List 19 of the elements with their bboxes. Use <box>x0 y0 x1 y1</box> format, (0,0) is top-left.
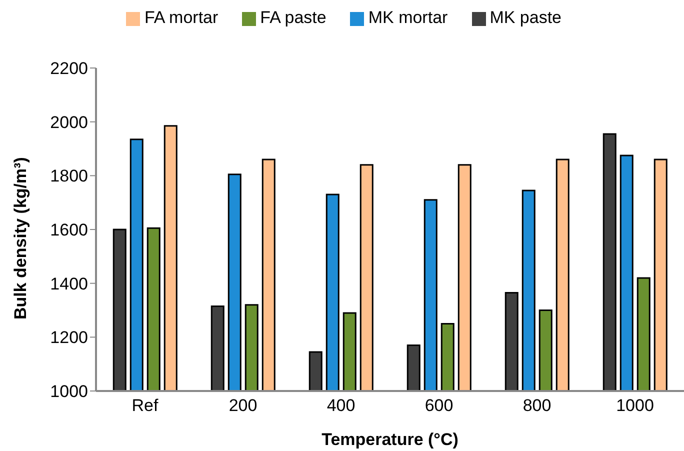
x-tick-label: 200 <box>228 396 258 416</box>
legend-label: MK paste <box>490 8 562 27</box>
y-tick-label: 2000 <box>50 112 88 132</box>
x-tick-label: 400 <box>326 396 356 416</box>
legend-label: FA mortar <box>144 8 218 27</box>
y-tick-label: 2200 <box>50 59 88 78</box>
y-tick-label: 1800 <box>50 166 88 186</box>
x-tick-label: 800 <box>522 396 552 416</box>
x-axis-title: Temperature (°C) <box>322 430 458 449</box>
y-tick-label: 1000 <box>50 382 88 402</box>
y-tick-label: 1200 <box>50 328 88 348</box>
y-axis-title: Bulk density (kg/m³) <box>11 157 30 320</box>
x-tick-label: Ref <box>132 396 158 416</box>
y-tick-label: 1400 <box>50 274 88 294</box>
y-tick-label: 1600 <box>50 220 88 240</box>
legend-label: MK mortar <box>368 8 448 27</box>
legend-label: FA paste <box>260 8 326 27</box>
x-tick-label: 600 <box>424 396 454 416</box>
x-tick-label: 1000 <box>616 396 654 416</box>
